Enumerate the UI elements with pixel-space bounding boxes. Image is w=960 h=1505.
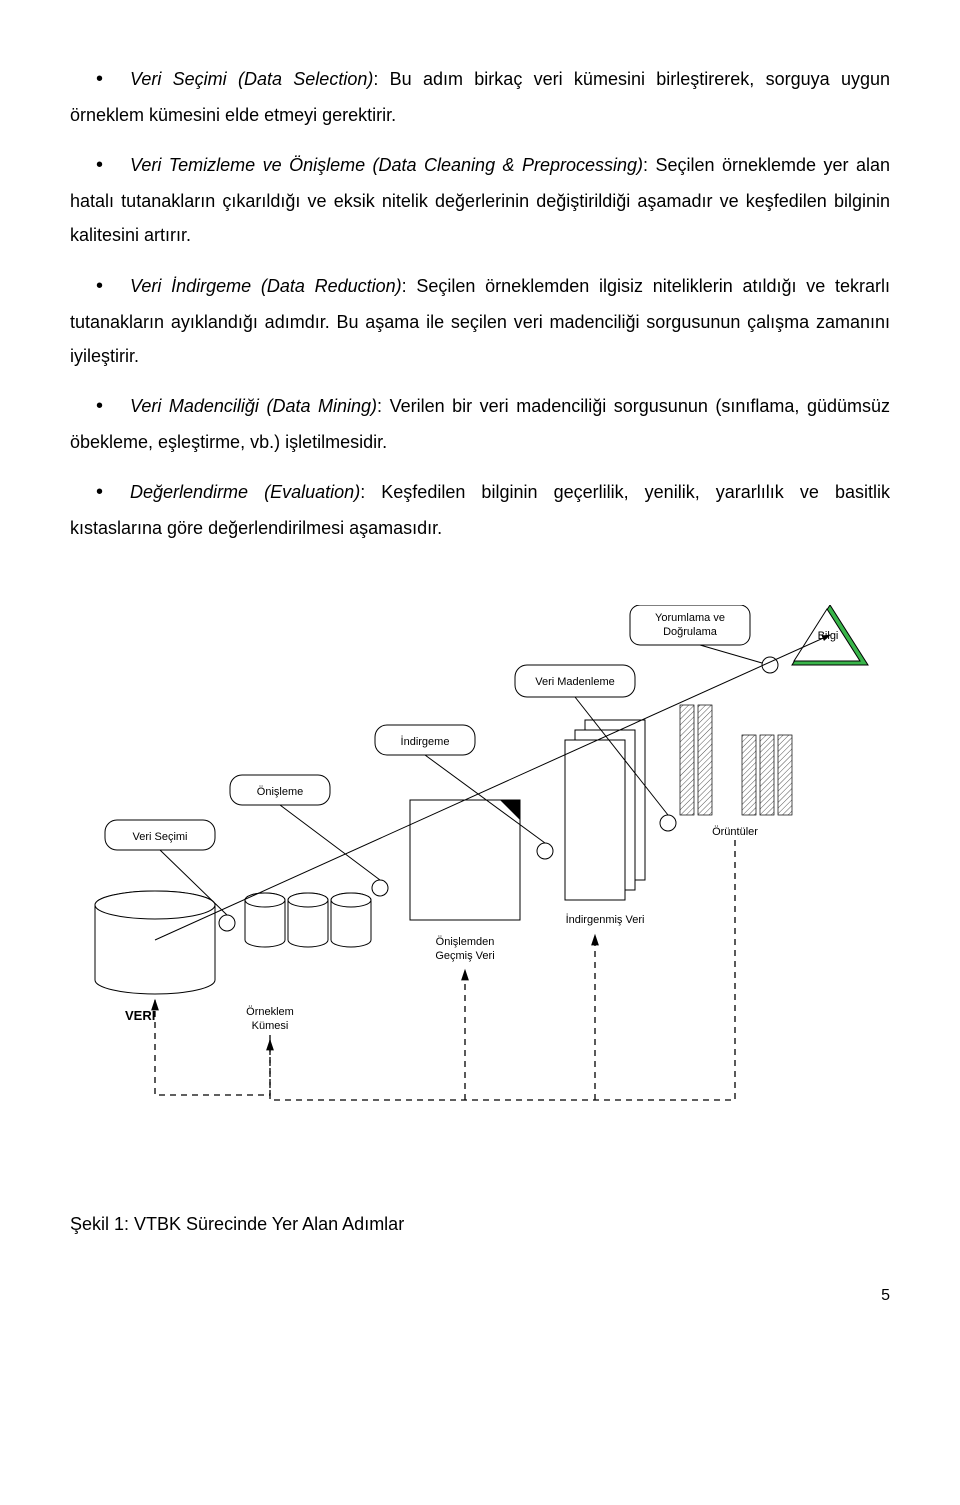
label-oruntuler: Örüntüler bbox=[712, 826, 758, 838]
svg-text:Geçmiş Veri: Geçmiş Veri bbox=[435, 950, 494, 962]
bullet-title: Veri İndirgeme (Data Reduction) bbox=[130, 276, 402, 296]
label-indirgeme: İndirgeme bbox=[401, 735, 450, 748]
label-yorumlama: Yorumlama ve bbox=[655, 612, 725, 624]
label-onislemden: Önişlemden bbox=[436, 936, 495, 948]
bullet-title: Veri Madenciliği (Data Mining) bbox=[130, 396, 377, 416]
bullet-title: Veri Temizleme ve Önişleme (Data Cleanin… bbox=[130, 155, 643, 175]
bullet-item: Veri Temizleme ve Önişleme (Data Cleanin… bbox=[70, 146, 890, 252]
label-veri: VERİ bbox=[125, 1008, 155, 1023]
patterns-bars-icon bbox=[680, 705, 792, 815]
bullet-list: Veri Seçimi (Data Selection): Bu adım bi… bbox=[70, 60, 890, 545]
preprocessed-data-icon bbox=[410, 800, 520, 920]
data-cylinder-icon bbox=[95, 891, 215, 994]
label-indirgenmis: İndirgenmiş Veri bbox=[566, 913, 645, 926]
page-number: 5 bbox=[70, 1281, 890, 1311]
bullet-item: Veri Madenciliği (Data Mining): Verilen … bbox=[70, 387, 890, 459]
label-onisleme: Önişleme bbox=[257, 786, 303, 798]
reduced-data-icon bbox=[565, 720, 645, 900]
svg-text:Kümesi: Kümesi bbox=[252, 1020, 289, 1032]
label-veri-secimi: Veri Seçimi bbox=[132, 831, 187, 843]
bullet-item: Veri İndirgeme (Data Reduction): Seçilen… bbox=[70, 267, 890, 373]
bullet-title: Veri Seçimi (Data Selection) bbox=[130, 69, 373, 89]
label-veri-madenleme: Veri Madenleme bbox=[535, 676, 615, 688]
svg-text:Doğrulama: Doğrulama bbox=[663, 626, 718, 638]
bullet-item: Değerlendirme (Evaluation): Keşfedilen b… bbox=[70, 473, 890, 545]
label-orneklem: Örneklem bbox=[246, 1006, 294, 1018]
process-diagram: Yorumlama ve Doğrulama Bilgi Veri Madenl… bbox=[70, 605, 890, 1176]
bullet-title: Değerlendirme (Evaluation) bbox=[130, 482, 360, 502]
figure-caption: Şekil 1: VTBK Sürecinde Yer Alan Adımlar bbox=[70, 1207, 890, 1241]
bullet-item: Veri Seçimi (Data Selection): Bu adım bi… bbox=[70, 60, 890, 132]
